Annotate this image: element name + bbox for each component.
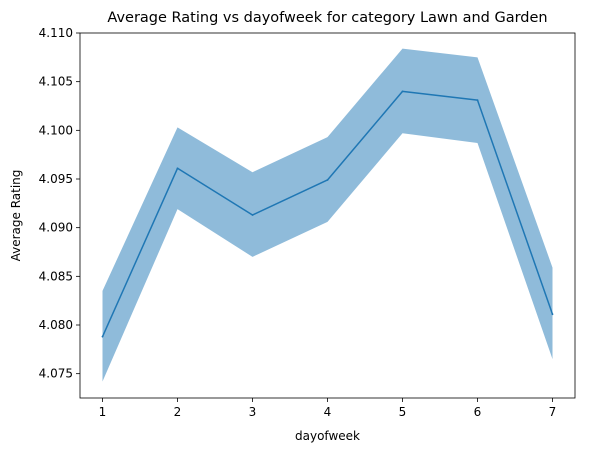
x-tick-label: 7 [549, 405, 557, 419]
data-point [476, 99, 479, 102]
x-axis-label: dayofweek [295, 429, 360, 443]
y-tick-label: 4.100 [39, 123, 73, 137]
data-point [401, 90, 404, 93]
y-tick-label: 4.105 [39, 75, 73, 89]
data-point [101, 335, 104, 338]
y-tick-label: 4.080 [39, 318, 73, 332]
x-tick-label: 6 [474, 405, 482, 419]
confidence-band [102, 48, 553, 382]
x-tick-label: 3 [249, 405, 257, 419]
chart-title: Average Rating vs dayofweek for category… [107, 10, 547, 26]
y-tick-label: 4.075 [39, 367, 73, 381]
x-tick-label: 2 [174, 405, 182, 419]
y-tick-label: 4.110 [39, 26, 73, 40]
data-point [326, 179, 329, 181]
y-tick-label: 4.085 [39, 269, 73, 283]
x-tick-label: 4 [324, 405, 332, 419]
y-tick-label: 4.095 [39, 172, 73, 186]
y-tick-label: 4.090 [39, 221, 73, 235]
data-point [176, 167, 179, 170]
data-point [251, 214, 254, 216]
x-tick-label: 1 [99, 405, 107, 419]
y-axis-label: Average Rating [9, 170, 23, 262]
x-tick-label: 5 [399, 405, 407, 419]
data-point [551, 313, 554, 316]
